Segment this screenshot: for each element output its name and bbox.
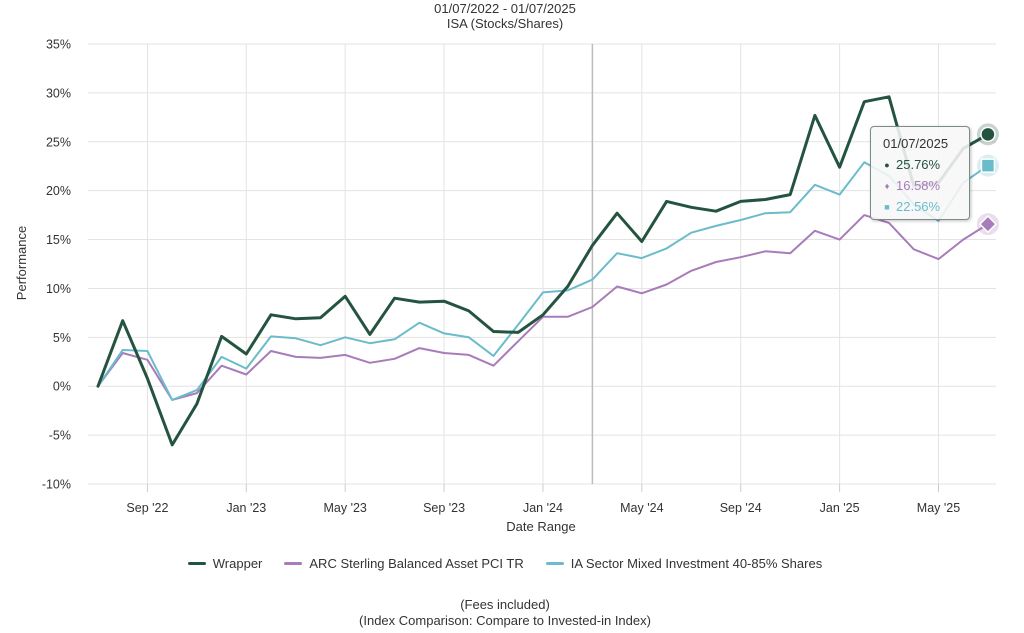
performance-chart[interactable]: -10% -5% 0% 5% 10% 15% 20% 25% 30% 35% Sep '22 Jan… [0, 0, 1024, 590]
legend-swatch [187, 562, 206, 565]
circle-icon: ● [884, 159, 890, 170]
y-tick-label: 10% [46, 282, 71, 296]
x-tick-label: Sep '24 [720, 501, 762, 515]
y-tick-label: -10% [42, 478, 71, 492]
chart-legend: Wrapper ARC Sterling Balanced Asset PCI … [0, 556, 1010, 571]
y-axis-title: Performance [14, 226, 29, 300]
legend-swatch [545, 562, 564, 565]
series-lines [96, 95, 990, 447]
tooltip-value: 16.58% [896, 178, 941, 193]
y-tick-label: 20% [46, 184, 71, 198]
diamond-icon: ♦ [884, 180, 890, 191]
series-markers [976, 123, 999, 236]
chart-subtitle: ISA (Stocks/Shares) [446, 16, 564, 31]
tooltip-value: 25.76% [896, 157, 941, 172]
tooltip-date: 01/07/2025 [883, 136, 949, 151]
tooltip-row-wrapper: ● 25.76% [883, 157, 940, 172]
y-tick-label: 35% [46, 38, 71, 52]
legend-label: IA Sector Mixed Investment 40-85% Shares [570, 556, 823, 571]
y-tick-label: 15% [46, 233, 71, 247]
x-tick-label: Jan '24 [523, 501, 563, 515]
tooltip-value: 22.56% [896, 199, 941, 214]
grid-lines [88, 43, 996, 485]
series-line [97, 214, 989, 401]
fees-note: (Fees included) [460, 597, 550, 612]
y-tick-label: 25% [46, 135, 71, 149]
legend-label: Wrapper [212, 556, 263, 571]
tooltip-row-arc: ♦ 16.58% [883, 178, 940, 193]
x-axis-ticks: Sep '22 Jan '23 May '23 Sep '23 Jan '24 May '… [126, 484, 960, 515]
x-tick-label: May '23 [324, 501, 367, 515]
legend-item-arc[interactable]: ARC Sterling Balanced Asset PCI TR [284, 556, 524, 571]
square-icon: ■ [884, 201, 890, 212]
index-comparison-note: (Index Comparison: Compare to Invested-i… [359, 613, 651, 628]
x-tick-label: Jan '25 [820, 501, 860, 515]
x-tick-label: May '24 [620, 501, 663, 515]
legend-swatch [284, 562, 303, 565]
legend-label: ARC Sterling Balanced Asset PCI TR [309, 556, 524, 571]
legend-item-ia-sector[interactable]: IA Sector Mixed Investment 40-85% Shares [545, 556, 823, 571]
x-tick-label: Sep '23 [423, 501, 465, 515]
x-tick-label: May '25 [917, 501, 960, 515]
series-line [97, 161, 989, 401]
end-marker [980, 158, 996, 173]
y-tick-label: -5% [49, 429, 71, 443]
x-tick-label: Sep '22 [126, 501, 168, 515]
x-tick-label: Jan '23 [226, 501, 266, 515]
y-axis-ticks: -10% -5% 0% 5% 10% 15% 20% 25% 30% 35% [42, 38, 71, 492]
end-marker [980, 126, 996, 143]
tooltip-row-ia-sector: ■ 22.56% [883, 199, 940, 214]
hover-tooltip: 01/07/2025 ● 25.76% ♦ 16.58% ■ 22.56% [870, 126, 970, 220]
end-marker [978, 215, 997, 234]
y-tick-label: 5% [53, 331, 71, 345]
legend-item-wrapper[interactable]: Wrapper [187, 556, 263, 571]
chart-date-range: 01/07/2022 - 01/07/2025 [434, 1, 576, 16]
y-tick-label: 0% [53, 380, 71, 394]
series-line [96, 95, 990, 447]
y-tick-label: 30% [46, 86, 71, 100]
x-axis-title: Date Range [506, 519, 575, 534]
